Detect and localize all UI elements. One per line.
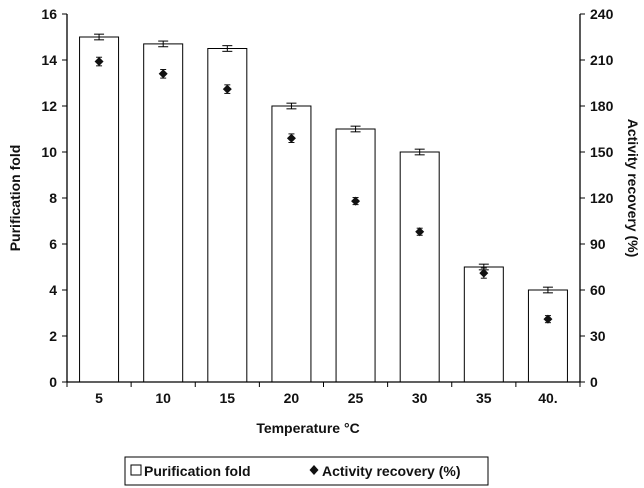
bar [271,105,312,383]
y-tick-label: 14 [41,52,57,68]
x-tick-label: 25 [348,390,364,406]
y-tick-label: 0 [49,374,57,390]
x-tick-label: 30 [412,390,428,406]
y2-axis-title: Activity recovery (%) [625,119,641,258]
data-point [94,57,104,67]
x-tick-label: 15 [220,390,236,406]
data-point [479,268,489,278]
legend-marker-label: Activity recovery (%) [322,463,461,479]
y2-tick-label: 60 [590,282,606,298]
legend-bar-swatch [130,464,142,476]
y-tick-label: 2 [49,328,57,344]
data-point [158,69,168,79]
bar [527,289,568,383]
data-point [543,314,553,324]
bar [463,266,504,383]
bar [143,43,184,383]
bars-layer [79,33,568,383]
x-tick-label: 35 [476,390,492,406]
y-tick-label: 12 [41,98,57,114]
x-tick-label: 10 [155,390,171,406]
y2-tick-label: 240 [590,6,614,22]
x-axis-title: Temperature °C [256,420,359,436]
data-point [351,196,361,206]
y2-tick-label: 150 [590,144,614,160]
y2-tick-label: 30 [590,328,606,344]
y-axis-title: Purification fold [7,145,23,252]
y-tick-label: 10 [41,144,57,160]
bar [207,48,248,383]
bar [79,36,120,383]
legend: Purification fold Activity recovery (%) [124,456,489,486]
y2-tick-label: 210 [590,52,614,68]
x-tick-label: 5 [95,390,103,406]
legend-bar-label: Purification fold [144,463,251,479]
bar [335,128,376,383]
bar [399,151,440,383]
points-layer [94,56,553,324]
y-tick-label: 6 [49,236,57,252]
y-tick-label: 8 [49,190,57,206]
data-point [222,84,232,94]
y-tick-label: 16 [41,6,57,22]
x-tick-label: 40. [538,390,557,406]
x-tick-label: 20 [284,390,300,406]
legend-diamond-icon [309,465,319,475]
y2-tick-label: 90 [590,236,606,252]
legend-box [124,456,489,486]
y2-tick-label: 120 [590,190,614,206]
ticks-layer: 0 2 4 6 8 10 12 14 16 0 30 60 90 120 150 180 210 240 5 10 15… [41,6,613,406]
y2-tick-label: 0 [590,374,598,390]
data-point [415,227,425,237]
data-point [286,133,296,143]
y2-tick-label: 180 [590,98,614,114]
y-tick-label: 4 [49,282,57,298]
